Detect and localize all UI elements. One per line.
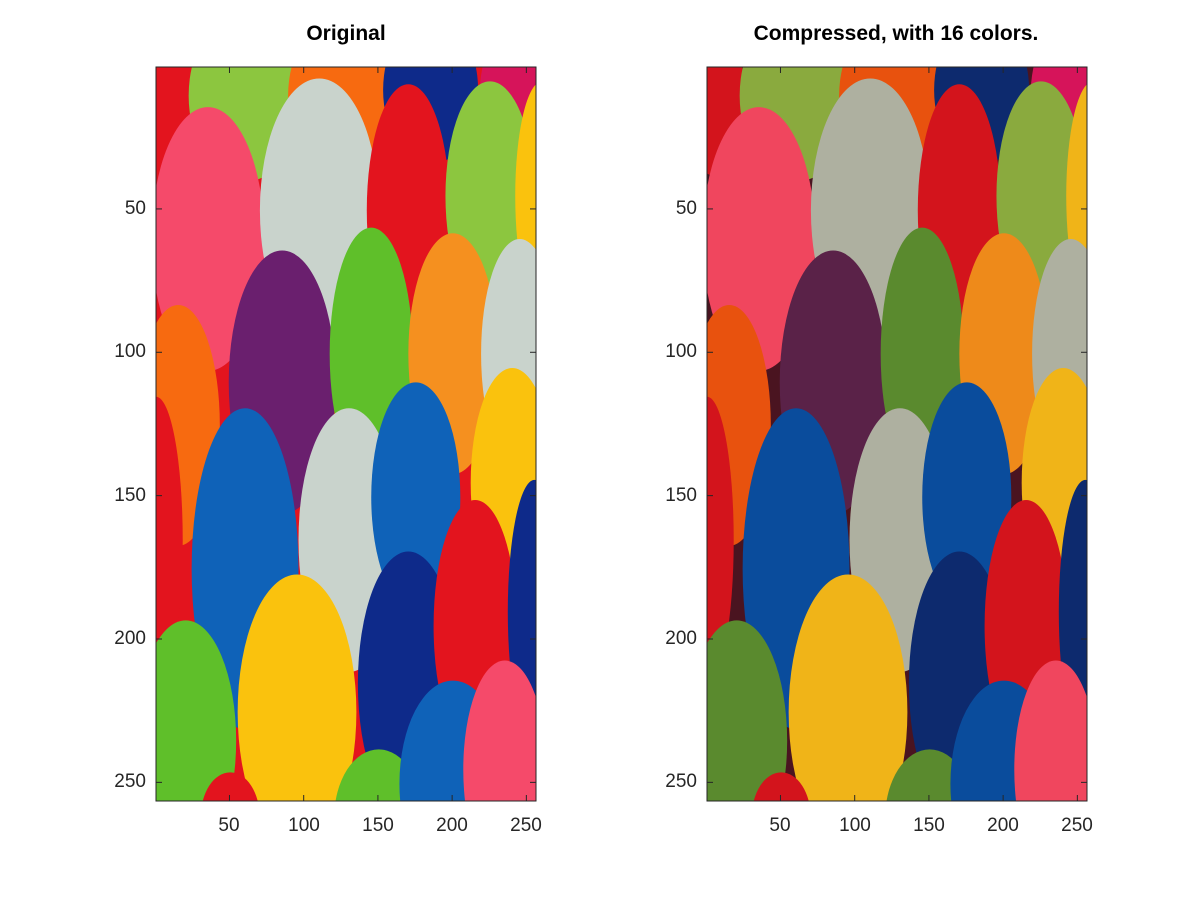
panel-2-xtick-250: 250 [1061,815,1093,836]
panel-2-ytick-200: 200 [665,628,697,649]
original-pompom-yellow [237,574,357,801]
panel-2-xtick-200: 200 [987,815,1019,836]
original-pompom-blue [371,382,461,612]
original-pompom-pink [156,107,265,371]
panel-2-title: Compressed, with 16 colors. [753,22,1039,45]
panel-2-ytick-150: 150 [665,485,697,506]
panel-1-ytick-150: 150 [114,485,146,506]
panel-1-ytick-50: 50 [124,198,146,219]
panel-2-xtick-100: 100 [839,815,871,836]
panel-1-xtick-250: 250 [510,815,542,836]
panel-1-xtick-200: 200 [436,815,468,836]
panel-1-ytick-100: 100 [114,341,146,362]
original-pompom-pink [463,660,536,801]
original-pompom-green [156,620,237,801]
panel-2-ytick-250: 250 [665,771,697,792]
panel-1-ytick-200: 200 [114,628,146,649]
panel-2-ytick-100: 100 [665,341,697,362]
panel-1-title: Original [306,22,386,45]
panel-2-ytick-50: 50 [675,198,697,219]
panel-2-xtick-50: 50 [769,815,791,836]
original-pompom-red [156,396,183,684]
original-photo [156,67,536,801]
panel-1-xtick-100: 100 [288,815,320,836]
panel-1-xtick-50: 50 [218,815,240,836]
panel-2-xtick-150: 150 [913,815,945,836]
panel-1-xtick-150: 150 [362,815,394,836]
original-pompom-red [202,772,258,801]
panel-1-ytick-250: 250 [114,771,146,792]
